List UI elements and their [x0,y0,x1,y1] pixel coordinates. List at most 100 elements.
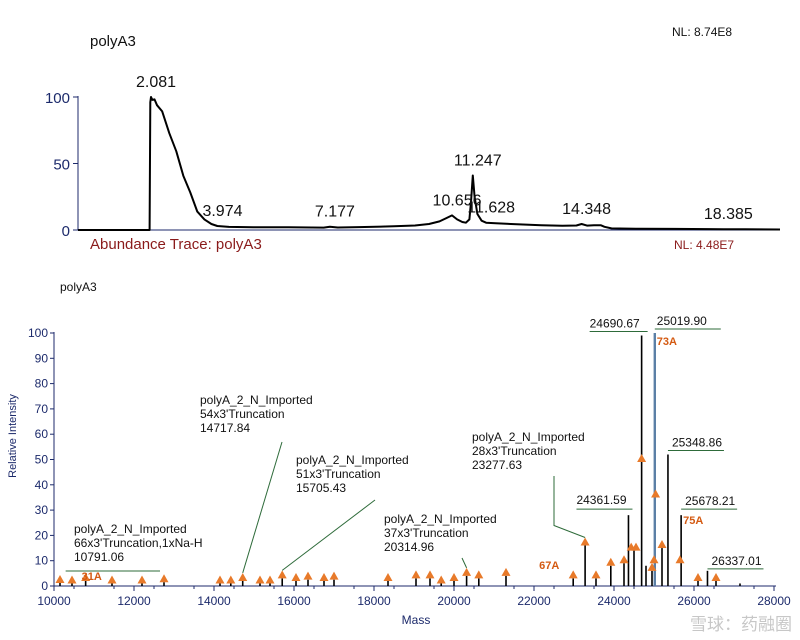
spectrum-peak-marker [329,571,339,580]
spectrum-x-tick-label: 26000 [677,594,711,608]
nl-top-label: NL: 8.74E8 [672,25,732,39]
annotation-leader [281,499,376,571]
spectrum-x-tick-label: 12000 [117,594,151,608]
peak-tag: 31A [82,571,102,583]
spectrum-peak-marker [291,572,301,581]
peak-annotation: 28x3'Truncation [472,444,557,458]
spectrum-y-tick-label: 20 [35,528,49,542]
chromatogram-peak-label: 11.628 [467,200,515,217]
spectrum-peak-marker [462,567,472,576]
peak-annotation: 66x3'Truncation,1xNa-H [74,536,203,550]
chromatogram-peak-label: 11.247 [454,152,502,169]
spectrum-peak-marker [265,575,275,584]
spectrum-peak-marker [215,575,225,584]
peak-annotation: 23277.63 [472,458,522,472]
spectrum-y-tick-label: 80 [35,377,49,391]
spectrum-peak-marker [81,572,91,581]
peak-annotation: polyA_2_N_Imported [200,393,313,407]
spectrum-peak-marker [675,555,685,564]
spectrum-peak-marker [226,575,236,584]
spectrum-x-tick-label: 28000 [757,594,791,608]
spectrum-peak-marker [693,572,703,581]
spectrum-peak-marker [631,542,641,551]
spectrum-y-tick-label: 40 [35,478,49,492]
spectrum-peak-marker [425,570,435,579]
annotation-leader [242,441,283,574]
spectrum-peak-marker [436,575,446,584]
spectrum-x-tick-label: 22000 [517,594,551,608]
spectrum-peak-marker [647,562,657,571]
chromatogram-y-tick-label: 0 [62,223,70,240]
spectrum-peak-marker [159,574,169,583]
spectrum-peak-marker [649,555,659,564]
spectrum-peak-marker [657,540,667,549]
peak-annotation: 54x3'Truncation [200,407,285,421]
chromatogram-y-tick-label: 100 [45,90,70,107]
spectrum-x-tick-label: 16000 [277,594,311,608]
spectrum-peak-marker [449,572,459,581]
peak-annotation: polyA_2_N_Imported [296,453,409,467]
spectrum-peak-marker [277,570,287,579]
spectrum-x-tick-label: 14000 [197,594,231,608]
nl-bottom-label: NL: 4.48E7 [674,238,734,252]
spectrum-peak-marker [67,575,77,584]
spectrum-peak-marker [591,570,601,579]
mass-label: 25019.90 [657,314,707,328]
spectrum-y-tick-label: 70 [35,402,49,416]
spectrum-peak-marker [474,570,484,579]
chromatogram-peak-label: 2.081 [136,74,176,91]
spectrum-peak-marker [137,575,147,584]
chromatogram-peak-label: 14.348 [562,201,611,218]
chromatogram-title: polyA3 [90,33,136,50]
spectrum-y-tick-label: 10 [35,554,49,568]
spectrum-peak-marker [651,489,661,498]
peak-annotation: 14717.84 [200,421,250,435]
spectrum-peak-marker [107,575,117,584]
spectrum-peak-marker [55,574,65,583]
spectrum-x-axis-label: Mass [402,613,431,627]
spectrum-y-axis-label: Relative Intensity [7,394,19,478]
spectrum-title: polyA3 [60,280,97,294]
spectrum-x-tick-label: 24000 [597,594,631,608]
chromatogram-peak-label: 18.385 [704,206,753,223]
spectrum-x-tick-label: 18000 [357,594,391,608]
peak-annotation: 10791.06 [74,550,124,564]
peak-tag: 75A [683,515,703,527]
annotation-leader [461,557,468,569]
abundance-trace-label: Abundance Trace: polyA3 [90,236,262,253]
spectrum-peak-marker [319,572,329,581]
spectrum-peak-marker [238,572,248,581]
spectrum-y-tick-label: 30 [35,503,49,517]
spectrum-x-tick-label: 20000 [437,594,471,608]
spectrum-peak-marker [303,571,313,580]
spectrum-y-tick-label: 90 [35,351,49,365]
spectrum-y-tick-label: 50 [35,453,49,467]
mass-label: 25348.86 [672,435,722,449]
mass-label: 25678.21 [685,494,735,508]
peak-annotation: 51x3'Truncation [296,467,381,481]
mass-spectrum-panel: polyA3 0 10 20 30 40 50 60 70 80 90 100 10000 12000… [7,280,791,627]
spectrum-y-tick-label: 60 [35,427,49,441]
chromatogram-trace [78,96,781,231]
peak-annotation: 15705.43 [296,481,346,495]
spectrum-y-tick-label: 100 [28,326,48,340]
chromatogram-peak-label: 3.974 [202,203,242,220]
peak-annotation: 37x3'Truncation [384,526,469,540]
mass-label: 24690.67 [590,317,640,331]
peak-tag: 67A [539,560,559,572]
chromatogram-y-tick-label: 50 [53,157,70,174]
spectrum-peak-marker [619,555,629,564]
chromatogram-panel: polyA3 NL: 8.74E8 100 50 0 2.081 3.974 7.177… [45,25,781,253]
spectrum-peak-marker [637,454,647,463]
spectrum-peak-marker [580,537,590,546]
spectrum-peak-marker [255,575,265,584]
peak-annotation: polyA_2_N_Imported [472,430,585,444]
peak-tag: 73A [657,336,677,348]
peak-annotation: polyA_2_N_Imported [74,522,187,536]
chromatogram-peak-label: 10.656 [433,192,482,209]
peak-annotation: 20314.96 [384,540,434,554]
spectrum-x-tick-label: 10000 [37,594,71,608]
spectrum-peak-marker [568,570,578,579]
spectrum-peak-marker [411,570,421,579]
